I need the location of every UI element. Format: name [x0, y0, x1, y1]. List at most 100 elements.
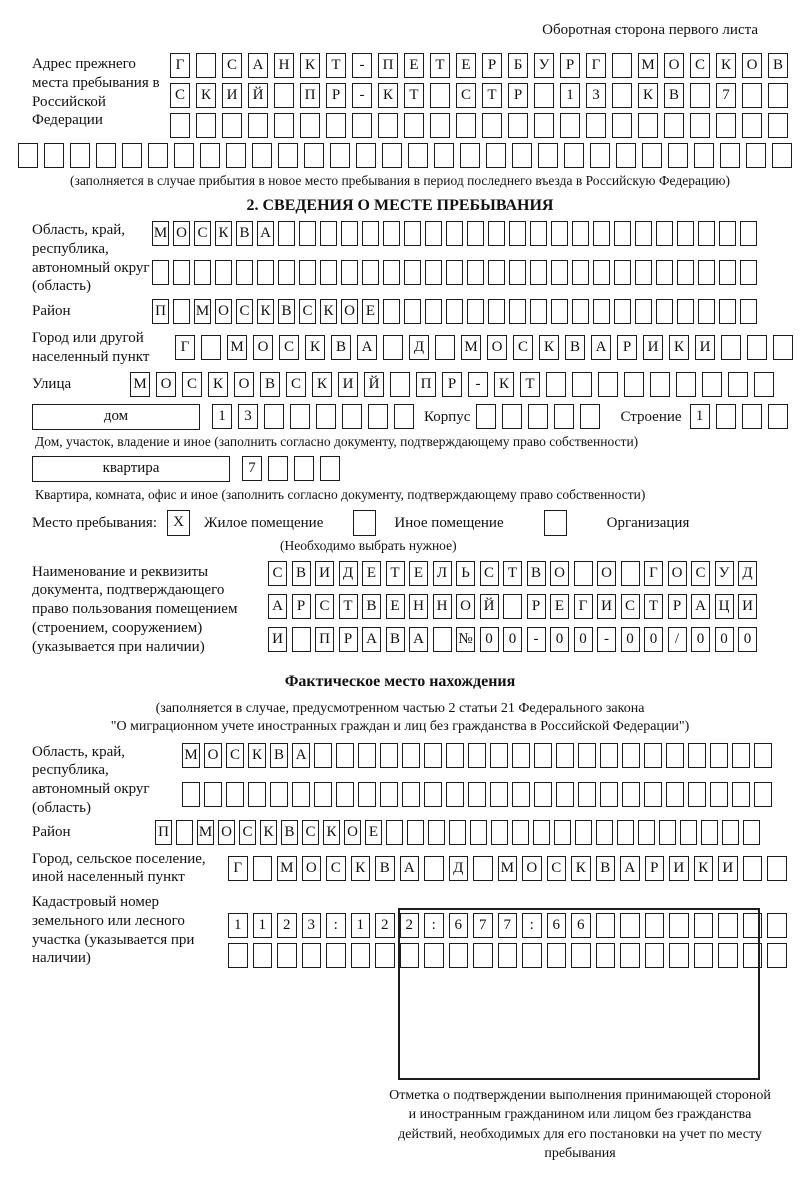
char-cell[interactable]: И — [268, 626, 287, 652]
char-cell[interactable] — [635, 299, 652, 324]
char-cell[interactable] — [425, 260, 442, 285]
char-cell[interactable] — [590, 143, 610, 168]
char-cell[interactable]: В — [526, 560, 546, 586]
char-cell[interactable] — [710, 742, 728, 768]
char-cell[interactable]: О — [522, 855, 542, 881]
char-cell[interactable] — [356, 143, 376, 168]
char-cell[interactable]: А — [399, 855, 419, 881]
char-cell[interactable]: Т — [385, 560, 405, 586]
char-cell[interactable] — [677, 221, 694, 246]
char-cell[interactable]: К — [571, 855, 591, 881]
char-cell[interactable] — [358, 781, 376, 807]
char-cell[interactable]: О — [667, 560, 687, 586]
char-cell[interactable] — [721, 335, 741, 361]
char-cell[interactable]: Р — [617, 335, 637, 361]
char-cell[interactable]: С — [479, 560, 499, 586]
char-cell[interactable] — [554, 403, 575, 429]
char-cell[interactable]: Т — [644, 593, 663, 619]
char-cell[interactable] — [382, 143, 402, 168]
char-cell[interactable]: С — [620, 593, 640, 619]
char-cell[interactable] — [638, 113, 658, 138]
char-cell[interactable] — [612, 113, 632, 138]
char-cell[interactable]: 2 — [277, 913, 297, 938]
char-cell[interactable]: М — [227, 335, 247, 361]
char-cell[interactable]: Й — [364, 371, 384, 397]
char-cell[interactable] — [316, 403, 336, 429]
char-cell[interactable]: К — [494, 371, 514, 397]
char-cell[interactable] — [491, 819, 508, 845]
char-cell[interactable] — [404, 221, 421, 246]
char-cell[interactable]: В — [278, 299, 295, 324]
char-cell[interactable] — [424, 943, 444, 968]
char-cell[interactable] — [446, 299, 463, 324]
char-cell[interactable] — [292, 781, 310, 807]
char-cell[interactable]: П — [152, 299, 169, 324]
char-cell[interactable]: Р — [442, 371, 462, 397]
char-cell[interactable] — [528, 403, 549, 429]
char-cell[interactable]: Д — [738, 560, 757, 586]
char-cell[interactable]: 2 — [375, 913, 395, 938]
char-cell[interactable]: У — [534, 53, 554, 78]
char-cell[interactable] — [383, 221, 400, 246]
char-cell[interactable] — [330, 143, 350, 168]
char-cell[interactable]: С — [546, 855, 566, 881]
char-cell[interactable] — [669, 943, 689, 968]
char-cell[interactable]: У — [714, 560, 734, 586]
char-cell[interactable] — [720, 143, 740, 168]
char-cell[interactable]: С — [239, 819, 256, 845]
char-cell[interactable] — [614, 299, 631, 324]
char-cell[interactable]: П — [378, 53, 398, 78]
char-cell[interactable]: И — [695, 335, 715, 361]
char-cell[interactable]: С — [456, 83, 476, 108]
char-cell[interactable]: К — [260, 819, 277, 845]
char-cell[interactable] — [741, 403, 762, 429]
char-cell[interactable] — [18, 143, 38, 168]
char-cell[interactable]: № — [456, 626, 475, 652]
char-cell[interactable]: О — [204, 742, 222, 768]
char-cell[interactable] — [270, 781, 288, 807]
char-cell[interactable]: С — [690, 53, 710, 78]
char-cell[interactable]: : — [522, 913, 542, 938]
char-cell[interactable]: К — [215, 221, 232, 246]
char-cell[interactable]: Н — [274, 53, 294, 78]
char-cell[interactable] — [719, 260, 736, 285]
char-cell[interactable]: Р — [338, 626, 358, 652]
char-cell[interactable] — [326, 943, 346, 968]
char-cell[interactable]: Т — [503, 560, 522, 586]
char-cell[interactable] — [698, 299, 715, 324]
char-cell[interactable]: И — [718, 855, 738, 881]
char-cell[interactable] — [600, 742, 618, 768]
char-cell[interactable]: 0 — [691, 626, 710, 652]
char-cell[interactable] — [742, 943, 762, 968]
char-cell[interactable] — [467, 260, 484, 285]
char-cell[interactable]: Р — [508, 83, 528, 108]
char-cell[interactable] — [194, 260, 211, 285]
char-cell[interactable] — [304, 143, 324, 168]
char-cell[interactable]: М — [497, 855, 517, 881]
char-cell[interactable]: С — [170, 83, 190, 108]
char-cell[interactable]: К — [300, 53, 320, 78]
char-cell[interactable] — [428, 819, 445, 845]
char-cell[interactable] — [268, 455, 288, 481]
char-cell[interactable] — [551, 299, 568, 324]
char-cell[interactable] — [248, 781, 266, 807]
char-cell[interactable] — [593, 260, 610, 285]
char-cell[interactable]: К — [669, 335, 689, 361]
char-cell[interactable]: 6 — [571, 913, 591, 938]
char-cell[interactable] — [551, 260, 568, 285]
char-cell[interactable] — [278, 221, 295, 246]
char-cell[interactable] — [152, 260, 169, 285]
char-cell[interactable] — [742, 113, 762, 138]
char-cell[interactable]: К — [208, 371, 228, 397]
char-cell[interactable]: В — [236, 221, 253, 246]
char-cell[interactable] — [718, 913, 738, 938]
char-cell[interactable]: Н — [432, 593, 452, 619]
char-cell[interactable] — [278, 260, 295, 285]
char-cell[interactable] — [742, 83, 762, 108]
char-cell[interactable] — [701, 819, 718, 845]
char-cell[interactable] — [497, 943, 517, 968]
char-cell[interactable]: К — [350, 855, 370, 881]
char-cell[interactable]: Т — [326, 53, 346, 78]
char-cell[interactable]: С — [268, 560, 287, 586]
char-cell[interactable] — [710, 781, 728, 807]
